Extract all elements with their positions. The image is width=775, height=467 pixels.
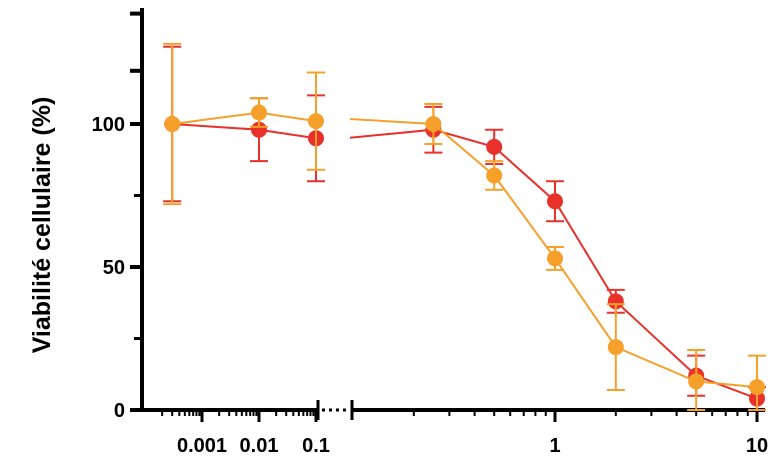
x-tick-label: 1 [549, 435, 560, 457]
y-tick-label: 0 [114, 400, 125, 422]
data-point [547, 250, 563, 267]
data-point [251, 104, 267, 121]
x-tick-label: 0.1 [302, 435, 330, 457]
series-line-left [172, 111, 317, 125]
data-point [308, 113, 324, 130]
series-line-left [172, 123, 317, 140]
y-axis-title: Viabilité cellulaire (%) [28, 97, 56, 354]
data-point [749, 379, 765, 396]
labels: Viabilité cellulaire (%) [28, 97, 56, 354]
data-point [486, 138, 503, 155]
x-tick-label: 0.001 [177, 435, 227, 457]
y-tick-label: 50 [103, 257, 125, 279]
data-point [547, 193, 563, 210]
series-1 [163, 45, 766, 411]
data-point [607, 293, 624, 310]
data-point [486, 167, 503, 184]
x-tick-label: 10 [746, 435, 768, 457]
y-tick-label: 100 [92, 114, 125, 136]
x-tick-label: 0.01 [240, 435, 279, 457]
data-point [607, 339, 624, 356]
data-point [164, 116, 181, 132]
axes: 0 50 100 0.001 0.01 0.1 1 10 [92, 8, 768, 457]
data-point [688, 373, 705, 390]
data-point [251, 121, 267, 138]
series-layer [163, 42, 766, 411]
data-point [425, 116, 442, 132]
series-2 [163, 42, 766, 411]
